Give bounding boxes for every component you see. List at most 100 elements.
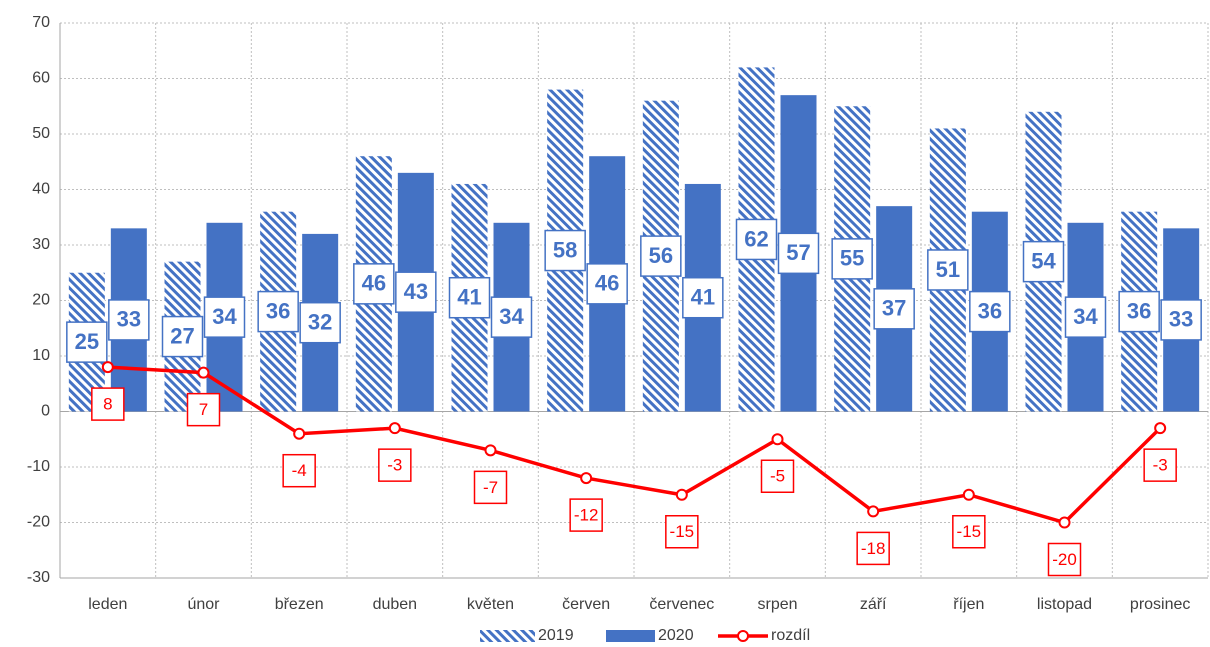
line-point: [867, 505, 880, 518]
line-point: [1058, 516, 1071, 529]
value-label: -20: [1052, 550, 1077, 569]
value-label-box: [203, 296, 246, 338]
value-label-box: [91, 387, 125, 421]
x-tick-label: říjen: [953, 596, 984, 613]
value-label: 36: [978, 298, 1002, 323]
value-label: -3: [387, 456, 402, 475]
value-label: 41: [457, 285, 481, 310]
value-label-box: [586, 263, 628, 305]
value-label: 34: [499, 304, 524, 329]
line-point: [388, 422, 401, 435]
line: [107, 365, 1162, 525]
value-label-box: [760, 459, 795, 493]
value-label: -15: [957, 522, 982, 541]
value-label: -7: [483, 478, 498, 497]
value-label: 46: [595, 271, 619, 296]
value-label-box: [856, 531, 890, 566]
y-tick-label: 60: [32, 70, 50, 87]
legend-label: rozdíl: [771, 627, 810, 644]
value-label-box: [1047, 542, 1082, 577]
y-tick-label: -30: [27, 569, 50, 586]
value-label-box: [473, 470, 508, 505]
line-point: [580, 472, 593, 485]
value-label-box: [448, 276, 491, 319]
value-label-box: [66, 321, 108, 363]
line-point: [101, 361, 114, 374]
value-label: 34: [212, 304, 237, 329]
y-tick-label: 20: [32, 292, 50, 309]
line-point: [771, 433, 784, 446]
value-label: 32: [308, 310, 332, 335]
value-label-box: [186, 392, 221, 427]
y-tick-label: 50: [32, 125, 50, 142]
x-tick-label: září: [860, 596, 887, 613]
value-label-box: [640, 235, 682, 277]
value-label-box: [665, 515, 699, 549]
x-tick-label: červen: [562, 596, 610, 613]
value-label: 37: [882, 296, 906, 321]
x-tick-label: duben: [373, 596, 418, 613]
value-label: -5: [770, 467, 785, 486]
value-label-box: [777, 232, 820, 275]
value-label: 54: [1031, 248, 1056, 273]
value-label-box: [282, 453, 316, 488]
value-label-box: [735, 218, 778, 261]
line-point: [293, 427, 306, 440]
x-tick-label: únor: [187, 596, 220, 613]
value-label: 33: [1169, 307, 1193, 332]
value-label: -3: [1153, 456, 1168, 475]
y-tick-label: 70: [32, 14, 50, 31]
value-label-box: [1143, 448, 1177, 482]
x-tick-label: květen: [467, 596, 514, 613]
y-tick-label: -20: [27, 514, 50, 531]
value-label-box: [1118, 290, 1160, 333]
x-tick-label: srpen: [757, 596, 797, 613]
x-tick-label: listopad: [1037, 596, 1092, 613]
value-label: -15: [670, 522, 695, 541]
x-tick-label: leden: [88, 596, 127, 613]
value-label-box: [569, 498, 603, 532]
value-label-box: [353, 263, 395, 305]
legend-swatch: [737, 630, 749, 642]
x-tick-label: prosinec: [1130, 596, 1190, 613]
legend-swatch: [606, 630, 655, 642]
value-label: 55: [840, 246, 864, 271]
value-label: 46: [362, 271, 386, 296]
value-label: 25: [75, 329, 99, 354]
legend-label: 2019: [538, 627, 574, 644]
value-label-box: [299, 301, 341, 344]
value-label: 33: [117, 307, 141, 332]
value-label: -4: [292, 461, 307, 480]
x-tick-label: červenec: [649, 596, 714, 613]
y-tick-label: 0: [41, 403, 50, 420]
value-label: 36: [266, 298, 290, 323]
value-label: 7: [199, 400, 208, 419]
value-label: 57: [786, 240, 810, 265]
value-label-box: [969, 290, 1011, 333]
value-label: -12: [574, 506, 599, 525]
value-label-box: [682, 276, 724, 319]
x-tick-label: březen: [275, 596, 324, 613]
value-label: 8: [103, 395, 112, 414]
value-label-box: [873, 288, 915, 330]
value-label-box: [1022, 240, 1065, 283]
value-label: 58: [553, 237, 577, 262]
line-point: [675, 488, 688, 501]
value-label-box: [1160, 299, 1202, 341]
y-tick-label: 40: [32, 181, 50, 198]
value-label: 36: [1127, 298, 1151, 323]
value-label: 62: [744, 226, 768, 251]
value-label-box: [1064, 296, 1107, 338]
y-tick-label: 30: [32, 236, 50, 253]
value-label-box: [161, 315, 204, 358]
value-label: 34: [1073, 304, 1098, 329]
line-point: [197, 366, 210, 379]
value-label-box: [952, 515, 986, 549]
value-label-box: [544, 229, 586, 272]
value-label: 41: [691, 285, 715, 310]
value-label-box: [395, 271, 437, 313]
y-tick-label: -10: [27, 458, 50, 475]
y-tick-label: 10: [32, 347, 50, 364]
value-label-box: [378, 448, 412, 482]
